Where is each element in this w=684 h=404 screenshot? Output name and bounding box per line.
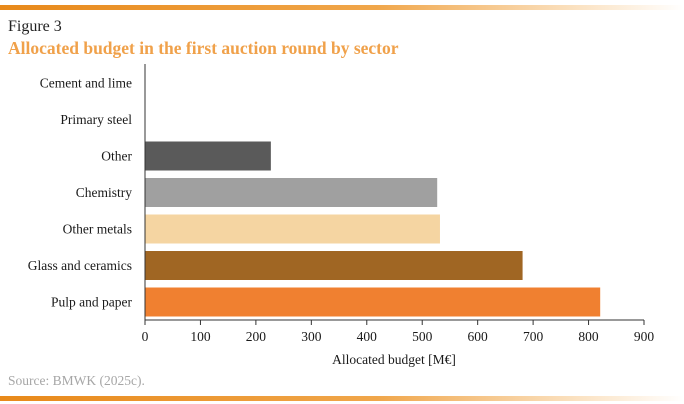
bottom-accent-rule [0, 396, 684, 401]
x-tick-label: 300 [301, 329, 322, 344]
figure-label: Figure 3 [8, 18, 62, 35]
x-tick-label: 100 [190, 329, 211, 344]
x-axis-title: Allocated budget [M€] [332, 352, 456, 367]
category-labels: Cement and lime Primary steel Other Chemist… [28, 76, 133, 310]
x-axis: 0 100 200 300 400 500 600 700 800 900 [142, 64, 655, 344]
category-label: Pulp and paper [51, 295, 132, 310]
category-label: Primary steel [60, 112, 132, 127]
x-tick-label: 200 [246, 329, 267, 344]
source-note: Source: BMWK (2025c). [8, 373, 145, 388]
x-tick-label: 400 [357, 329, 378, 344]
bar-other-metals [145, 214, 440, 244]
category-label: Other [101, 149, 132, 164]
x-tick-label: 700 [523, 329, 544, 344]
bars-layer [145, 141, 601, 317]
category-label: Glass and ceramics [28, 258, 132, 273]
chart-title: Allocated budget in the first auction ro… [8, 38, 399, 58]
category-label: Chemistry [76, 185, 132, 200]
category-label: Cement and lime [40, 76, 132, 91]
bar-other [145, 141, 271, 171]
x-tick-label: 0 [142, 329, 149, 344]
x-tick-label: 500 [412, 329, 433, 344]
bar-pulp-and-paper [145, 287, 601, 317]
bar-glass-and-ceramics [145, 251, 523, 280]
bar-chemistry [145, 178, 438, 207]
x-tick-label: 600 [468, 329, 489, 344]
x-tick-label: 900 [634, 329, 655, 344]
top-accent-rule [0, 5, 684, 10]
category-label: Other metals [63, 222, 132, 237]
x-tick-label: 800 [578, 329, 599, 344]
